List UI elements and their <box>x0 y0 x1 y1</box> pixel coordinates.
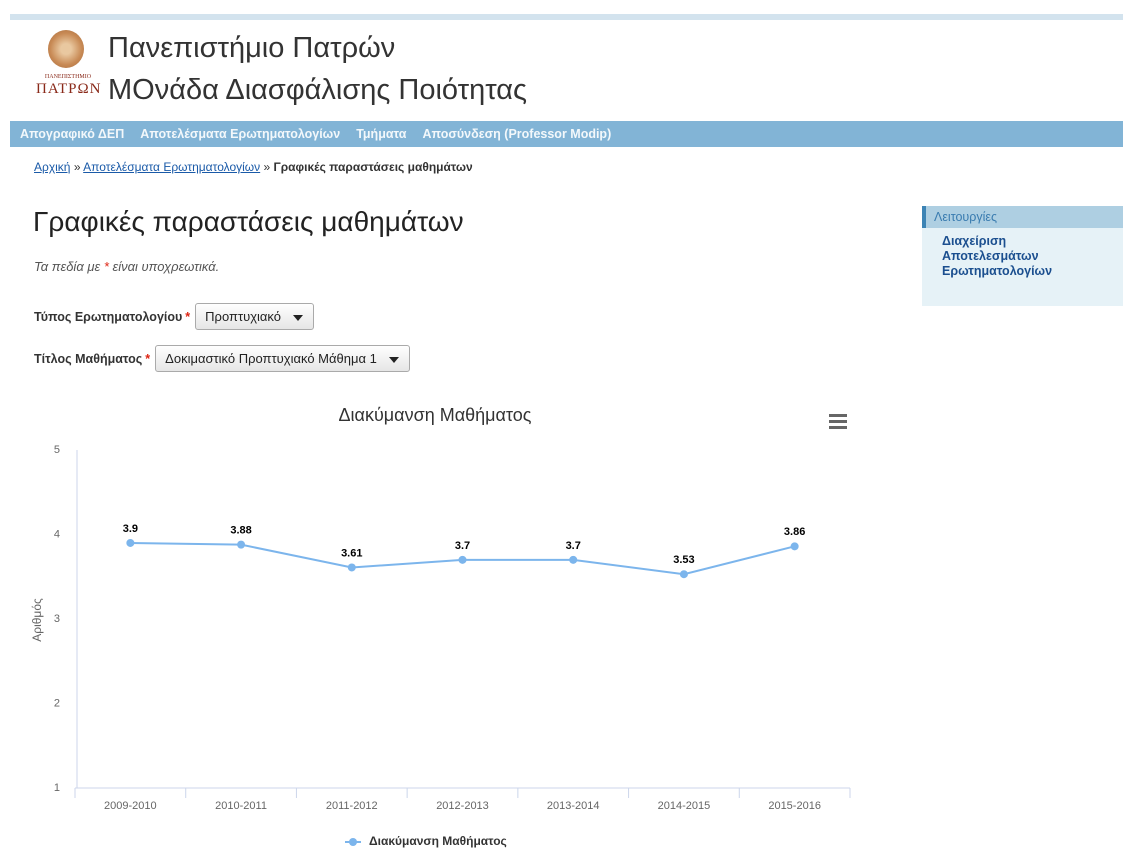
dropdown[interactable]: Δοκιμαστικό Προπτυχιακό Μάθημα 1 <box>155 345 410 372</box>
x-tick-label: 2011-2012 <box>326 800 378 812</box>
breadcrumb-separator: » <box>73 160 81 174</box>
y-axis-label: Αριθμός <box>30 598 44 642</box>
sidebar-title: Λειτουργίες <box>922 206 1123 228</box>
sidebar: Λειτουργίες Διαχείριση Αποτελεσμάτων Ερω… <box>922 206 1123 306</box>
chart-title: Διακύμανση Μαθήματος <box>339 405 532 425</box>
sidebar-link[interactable]: Διαχείριση Αποτελεσμάτων Ερωτηματολογίων <box>942 234 1053 278</box>
x-tick-label: 2009-2010 <box>104 800 157 812</box>
field-label: Τίτλος Μαθήματος <box>34 351 143 366</box>
data-label: 3.7 <box>566 540 581 552</box>
data-label: 3.86 <box>784 526 805 538</box>
y-tick-label: 4 <box>54 528 60 540</box>
legend-item[interactable]: Διακύμανση Μαθήματος <box>345 834 507 848</box>
data-point <box>347 563 356 572</box>
nav-link[interactable]: Αποσύνδεση (Professor Modip) <box>422 127 612 141</box>
data-label: 3.88 <box>230 525 251 537</box>
field-label: Τύπος Ερωτηματολογίου <box>34 309 183 324</box>
site-title: Πανεπιστήμιο Πατρών <box>108 32 396 64</box>
x-tick-label: 2014-2015 <box>658 800 711 812</box>
data-label: 3.7 <box>455 540 470 552</box>
breadcrumb-separator: » <box>263 160 271 174</box>
data-label: 3.53 <box>673 554 694 566</box>
nav-link[interactable]: Απογραφικό ΔΕΠ <box>20 127 125 141</box>
form-field: Τίτλος Μαθήματος * Δοκιμαστικό Προπτυχια… <box>34 345 410 372</box>
menu-bar <box>829 420 847 423</box>
breadcrumb-link[interactable]: Αποτελέσματα Ερωτηματολογίων <box>83 160 261 174</box>
x-tick-label: 2015-2016 <box>768 800 821 812</box>
top-bar <box>10 14 1123 20</box>
nav-bar: Απογραφικό ΔΕΠ Αποτελέσματα Ερωτηματολογ… <box>10 121 1123 147</box>
logo: ΠΑΝΕΠΙΣΤΗΜΙΟ ΠΑΤΡΩΝ <box>36 30 102 104</box>
data-label: 3.61 <box>341 547 362 559</box>
y-tick-label: 2 <box>54 697 60 709</box>
breadcrumb-link[interactable]: Αρχική <box>34 160 71 174</box>
note-text: Τα πεδία με <box>34 259 101 274</box>
nav-link[interactable]: Τμήματα <box>356 127 407 141</box>
data-label: 3.9 <box>123 523 138 535</box>
data-point <box>126 538 135 547</box>
dropdown[interactable]: Προπτυχιακό <box>195 303 314 330</box>
nav-link[interactable]: Αποτελέσματα Ερωτηματολογίων <box>140 127 341 141</box>
y-tick-label: 5 <box>54 444 60 456</box>
page-heading: Γραφικές παραστάσεις μαθημάτων <box>33 206 464 237</box>
required-mark: * <box>145 351 151 366</box>
data-point <box>458 555 467 564</box>
required-note: Τα πεδία με * είναι υποχρεωτικά. <box>34 259 219 274</box>
logo-seal <box>48 30 84 68</box>
required-mark: * <box>185 309 191 324</box>
legend-label: Διακύμανση Μαθήματος <box>369 834 507 848</box>
data-point <box>237 540 246 549</box>
chart: Διακύμανση Μαθήματος Αριθμός 1 2 3 4 5 2009-2… <box>30 405 851 848</box>
data-point <box>679 570 688 579</box>
breadcrumb-current: Γραφικές παραστάσεις μαθημάτων <box>273 160 473 174</box>
logo-text: ΠΑΝΕΠΙΣΤΗΜΙΟ <box>44 74 92 80</box>
y-tick-label: 3 <box>54 613 60 625</box>
menu-bar <box>829 414 847 417</box>
site-subtitle: ΜΟνάδα Διασφάλισης Ποιότητας <box>108 74 527 106</box>
data-point <box>569 555 578 564</box>
form-field: Τύπος Ερωτηματολογίου * Προπτυχιακό <box>34 303 314 330</box>
x-tick-label: 2013-2014 <box>547 800 600 812</box>
x-tick-label: 2010-2011 <box>215 800 267 812</box>
chart-menu[interactable] <box>829 414 847 429</box>
logo-text: ΠΑΤΡΩΝ <box>36 81 102 97</box>
data-point <box>790 542 799 551</box>
x-tick-label: 2012-2013 <box>436 800 489 812</box>
legend-marker <box>349 838 357 846</box>
menu-bar <box>829 426 847 429</box>
y-tick-label: 1 <box>54 782 60 794</box>
required-mark: * <box>103 259 109 274</box>
breadcrumb: Αρχική » Αποτελέσματα Ερωτηματολογίων » … <box>34 160 473 174</box>
note-text: είναι υποχρεωτικά. <box>112 259 220 274</box>
